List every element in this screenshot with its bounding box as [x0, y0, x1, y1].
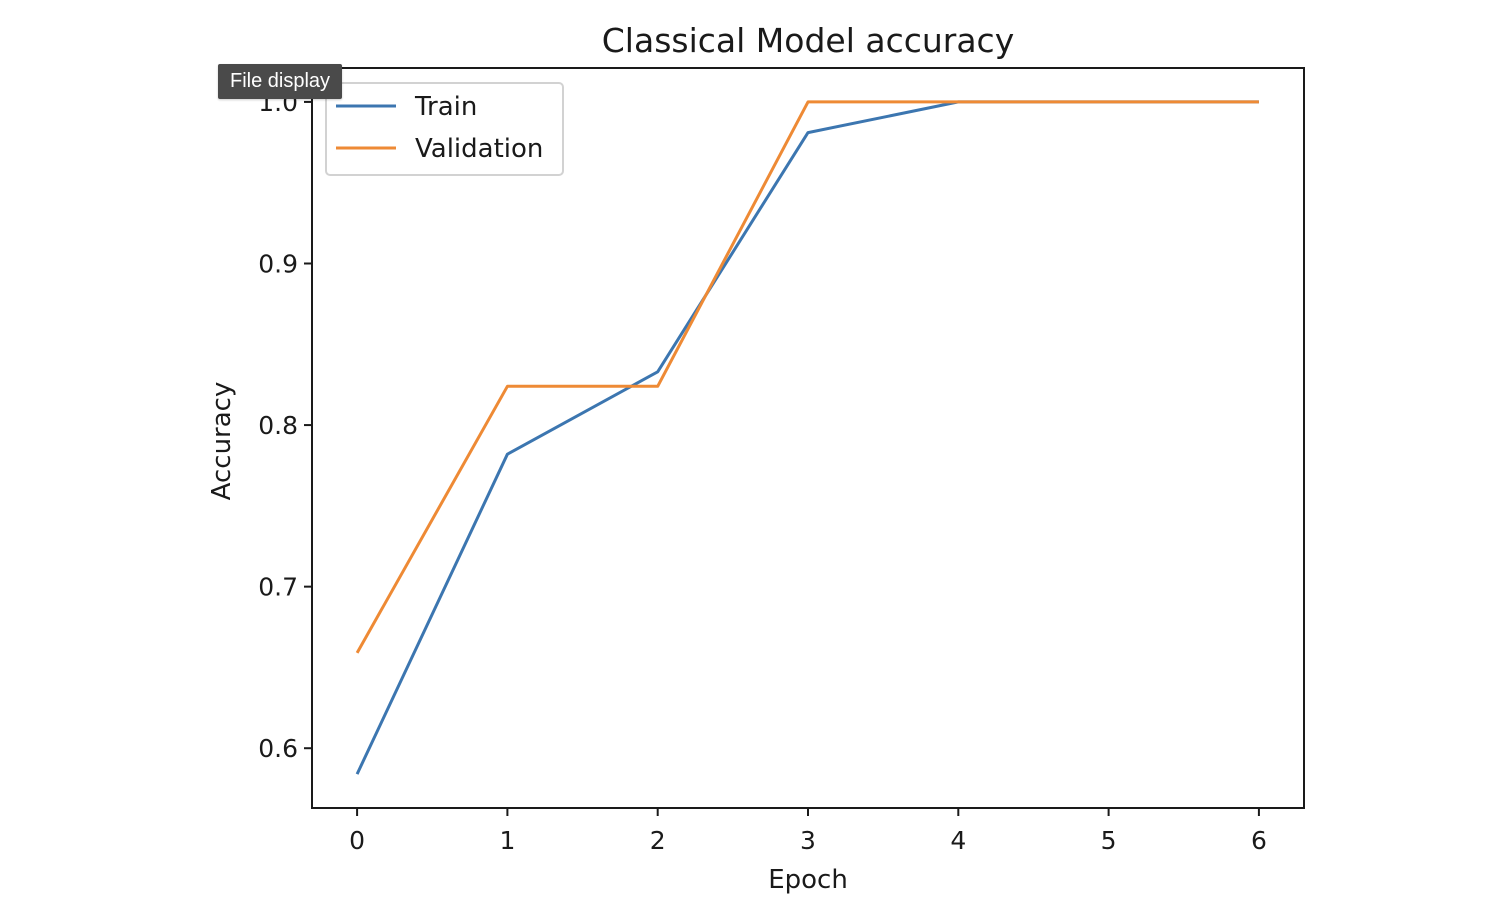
x-tick-label: 6 — [1251, 826, 1267, 855]
y-tick-label: 0.6 — [258, 734, 298, 763]
series-line-validation — [355, 100, 1259, 654]
y-axis-ticks: 0.60.70.80.91.0 — [258, 88, 312, 763]
x-tick-label: 3 — [800, 826, 816, 855]
y-tick-label: 0.9 — [258, 250, 298, 279]
chart-title: Classical Model accuracy — [602, 21, 1014, 60]
x-axis-label: Epoch — [768, 865, 848, 895]
file-display-tooltip: File display — [218, 64, 343, 99]
x-tick-label: 5 — [1101, 826, 1117, 855]
x-tick-label: 4 — [950, 826, 966, 855]
plot-area — [311, 67, 1305, 809]
x-tick-label: 2 — [650, 826, 666, 855]
legend: Train Validation — [325, 82, 564, 176]
y-axis-label: Accuracy — [207, 382, 237, 501]
y-tick-label: 0.8 — [258, 411, 298, 440]
x-tick-label: 0 — [349, 826, 365, 855]
series-layer — [355, 100, 1259, 775]
y-tick-label: 0.7 — [258, 573, 298, 602]
legend-label-validation: Validation — [415, 134, 543, 164]
x-tick-label: 1 — [499, 826, 515, 855]
legend-label-train: Train — [414, 92, 477, 122]
x-axis-ticks: 0 1 2 3 4 5 6 — [349, 808, 1267, 855]
